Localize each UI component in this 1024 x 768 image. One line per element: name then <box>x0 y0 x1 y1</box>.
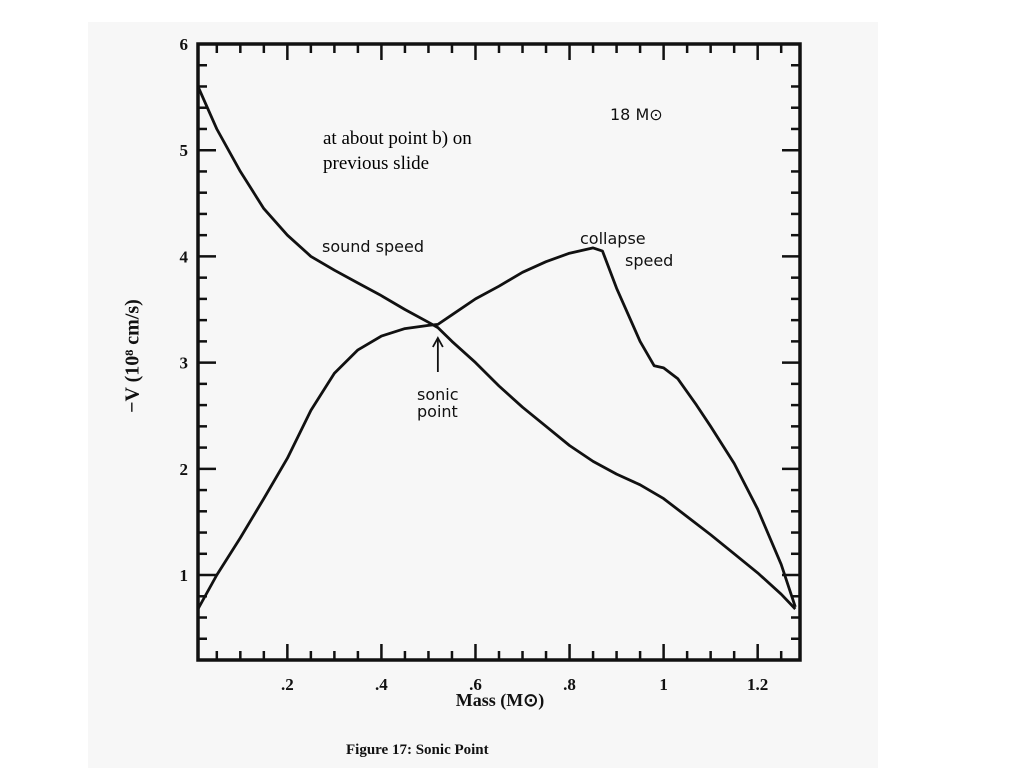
x-tick-label: 1.2 <box>747 675 768 694</box>
sound-speed-label: sound speed <box>322 237 424 256</box>
x-tick-label: .2 <box>281 675 294 694</box>
collapse-speed-label: collapse speed <box>580 229 673 270</box>
collapse-speed-line <box>196 246 797 610</box>
y-tick-label: 5 <box>180 141 189 160</box>
y-tick-label: 6 <box>180 35 189 54</box>
mass-annotation: 18 M⊙ <box>610 105 663 124</box>
figure-caption: Figure 17: Sonic Point <box>346 742 489 758</box>
x-tick-label: .4 <box>375 675 388 694</box>
chart-annotations: 18 M⊙ sound speed collapse speed sonic point <box>322 105 673 421</box>
sonic-point-label-line: point <box>417 402 458 421</box>
x-tick-label: .6 <box>469 675 482 694</box>
x-tick-label: 1 <box>659 675 668 694</box>
sound-speed-line <box>196 85 797 610</box>
slide-note: at about point b) on previous slide <box>323 128 472 174</box>
y-axis-title-text: −V (10⁸ cm/s) <box>121 299 144 413</box>
scanned-figure-background <box>88 22 878 768</box>
y-tick-label: 2 <box>180 460 189 479</box>
sound-speed-label-line: sound speed <box>322 237 424 256</box>
x-tick-label: .8 <box>563 675 576 694</box>
sonic-point-label: sonic point <box>417 385 459 421</box>
y-tick-label: 3 <box>180 354 189 373</box>
collapse-speed-label-line: speed <box>625 251 673 270</box>
collapse-speed-label-line: collapse <box>580 229 646 248</box>
mass-annotation-line: 18 M⊙ <box>610 105 663 124</box>
sonic-point-arrowhead <box>432 336 444 348</box>
sonic-point-label-line: sonic <box>417 385 459 404</box>
y-tick-label: 4 <box>180 247 189 266</box>
x-axis-title: Mass (M⊙) <box>455 690 545 710</box>
axis-tick-labels: .2 .4 .6 .8 1 1.2 1 2 3 4 5 6 <box>180 35 769 694</box>
data-series <box>196 85 797 610</box>
y-tick-label: 1 <box>180 566 189 585</box>
